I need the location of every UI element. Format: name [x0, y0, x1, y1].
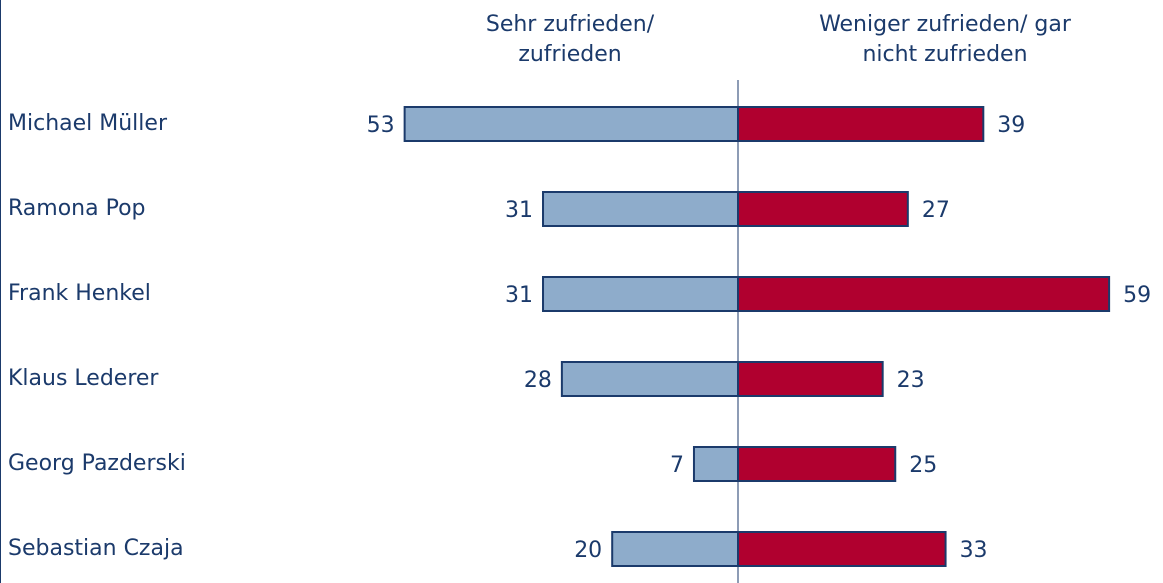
value-label: 31	[505, 283, 533, 308]
bar-right	[737, 276, 1111, 312]
value-label: 53	[367, 113, 395, 138]
bar-left	[692, 446, 739, 482]
category-label: Michael Müller	[8, 111, 168, 136]
value-label: 20	[574, 538, 602, 563]
value-label: 31	[505, 198, 533, 223]
bar-right	[737, 361, 884, 397]
bar-right	[737, 191, 909, 227]
bar-left	[403, 106, 739, 142]
bar-left	[560, 361, 739, 397]
bar-left	[542, 191, 740, 227]
value-label: 59	[1123, 283, 1151, 308]
bar-left	[542, 276, 740, 312]
value-label: 33	[960, 538, 988, 563]
value-label: 28	[524, 368, 552, 393]
legend-right: Weniger zufrieden/ gar nicht zufrieden	[819, 12, 1071, 67]
legend-left: Sehr zufrieden/ zufrieden	[485, 12, 655, 67]
bar-right	[737, 106, 985, 142]
category-label: Ramona Pop	[8, 196, 146, 221]
category-label: Frank Henkel	[8, 281, 151, 306]
value-label: 27	[922, 198, 950, 223]
category-label: Sebastian Czaja	[8, 536, 184, 561]
bar-right	[737, 446, 897, 482]
value-label: 25	[909, 453, 937, 478]
category-label: Georg Pazderski	[8, 451, 186, 476]
value-label: 7	[670, 453, 684, 478]
value-label: 39	[997, 113, 1025, 138]
bar-left	[611, 531, 740, 567]
value-label: 23	[897, 368, 925, 393]
category-label: Klaus Lederer	[8, 366, 159, 391]
bar-right	[737, 531, 947, 567]
